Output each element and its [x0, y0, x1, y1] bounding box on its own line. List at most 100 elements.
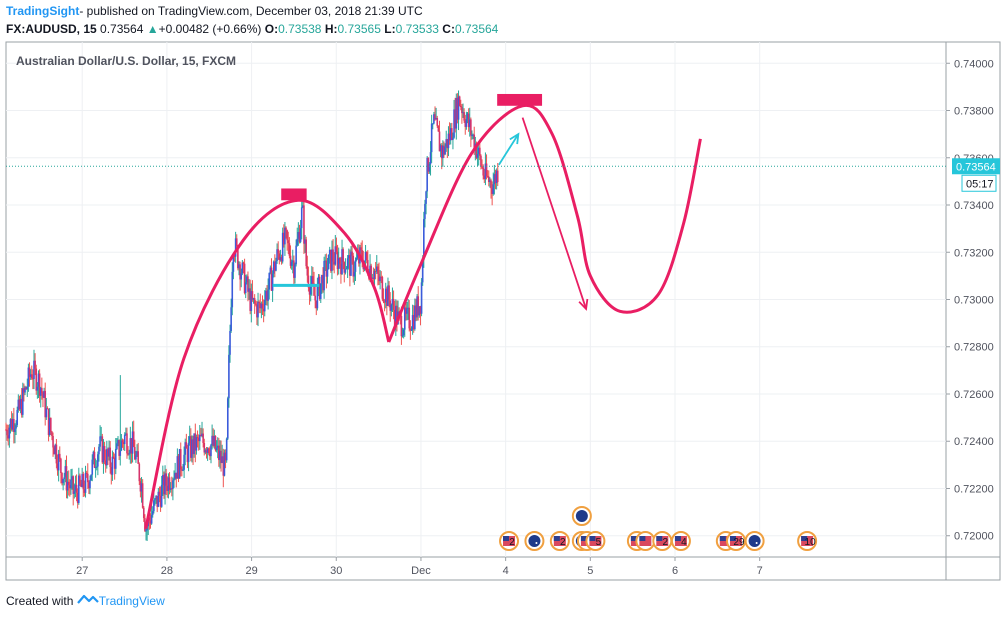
usa-flag-icon[interactable]: 4 — [670, 531, 691, 551]
candle-body — [458, 96, 461, 106]
candle-body — [221, 456, 223, 464]
candle-body — [316, 285, 319, 309]
candle-body — [102, 446, 105, 463]
candle-body — [29, 374, 32, 377]
event-count: 5 — [596, 537, 602, 548]
candle-body — [190, 436, 192, 458]
candle-body — [157, 491, 160, 507]
usa-flag-icon[interactable] — [635, 531, 656, 551]
candle-body — [187, 442, 190, 463]
candle-body — [383, 301, 386, 303]
candle-body — [262, 308, 265, 312]
aus-flag-icon[interactable] — [524, 531, 545, 551]
countdown-tag — [961, 174, 997, 192]
candle-body — [324, 260, 327, 262]
aus-flag-icon[interactable] — [571, 506, 592, 526]
tradingview-brand[interactable]: TradingView — [98, 594, 165, 608]
candle-body — [216, 445, 219, 448]
candle-body — [182, 469, 184, 471]
time-axis[interactable]: 27 28 29 30 Dec 4 5 6 7 — [76, 557, 763, 577]
candle-body — [352, 255, 355, 277]
candle-body — [453, 109, 455, 138]
candle-body — [183, 454, 185, 470]
last-price-text: 0.73564 — [100, 22, 144, 36]
candle-body — [99, 436, 101, 447]
candle-body — [475, 143, 478, 158]
candle-body — [390, 304, 393, 311]
candle-body — [443, 145, 445, 155]
candle-body — [307, 275, 310, 288]
candle-body — [403, 307, 406, 330]
candle-body — [138, 463, 141, 482]
open-label: O: — [264, 22, 279, 36]
author-link[interactable]: TradingSight — [6, 4, 80, 18]
candle-body — [314, 295, 316, 301]
candle-body — [84, 472, 87, 493]
candle-body — [365, 252, 368, 261]
candle-body — [240, 273, 243, 280]
candle-body — [181, 469, 183, 471]
candle-body — [237, 246, 239, 269]
candle-body — [43, 390, 45, 398]
candle-body — [57, 453, 60, 471]
candle-body — [409, 328, 412, 331]
candle-body — [7, 435, 10, 439]
usa-flag-icon[interactable]: 2 — [499, 531, 520, 551]
usa-flag-icon[interactable]: 10 — [797, 531, 818, 551]
candle-body — [153, 500, 155, 512]
candle-body — [405, 307, 407, 314]
candle-body — [375, 266, 378, 272]
arrow-up-shaft — [498, 133, 520, 166]
candle-body — [200, 434, 202, 437]
candle-body — [369, 265, 371, 279]
chart-title: Australian Dollar/U.S. Dollar, 15, FXCM — [16, 54, 236, 68]
candle-body — [444, 146, 446, 155]
candle-body — [494, 174, 497, 183]
candle-body — [19, 398, 22, 410]
chart-frame — [5, 41, 1001, 581]
price-axis[interactable]: 0.72000 0.72200 0.72400 0.72600 0.72800 0.730… — [946, 58, 1000, 543]
candle-body — [9, 419, 12, 428]
candle-body — [78, 475, 80, 503]
candle-body — [55, 444, 58, 464]
candle-body — [472, 134, 474, 136]
candle-body — [108, 447, 110, 457]
candle-body — [410, 329, 413, 331]
usa-flag-icon[interactable]: 2 — [549, 531, 570, 551]
candle-body — [418, 306, 421, 316]
candle-body — [191, 439, 193, 458]
candle-body — [127, 453, 129, 455]
arrow-down-head — [578, 298, 589, 311]
candle-body — [128, 453, 131, 455]
flag-star — [755, 542, 758, 544]
candle-body — [483, 175, 486, 180]
header-line-1: TradingSight- published on TradingView.c… — [6, 4, 423, 18]
candle-body — [416, 296, 418, 318]
candle-body — [439, 145, 442, 152]
footer: Created with TradingView — [6, 593, 165, 608]
candle-body — [11, 418, 14, 430]
candle-body — [486, 175, 489, 177]
candle-body — [377, 266, 379, 274]
candle-body — [406, 308, 408, 314]
candle-body — [122, 442, 125, 445]
usa-flag-icon[interactable]: 5 — [585, 531, 606, 551]
candle-body — [414, 305, 416, 330]
candle-body — [437, 125, 440, 132]
usa-flag-icon[interactable]: 2 — [652, 531, 673, 551]
y-tick-label: 0.72600 — [954, 389, 994, 401]
candle-body — [223, 452, 226, 476]
candle-body — [381, 277, 384, 299]
candle-body — [26, 386, 29, 390]
candle-body — [346, 258, 349, 269]
candle-body — [173, 478, 175, 481]
x-tick-label: Dec — [411, 565, 431, 577]
candle-body — [300, 207, 303, 229]
candle-body — [339, 258, 341, 264]
candle-body — [15, 425, 17, 429]
candle-body — [496, 170, 499, 182]
aus-flag-icon[interactable] — [744, 531, 765, 551]
candle-body — [58, 453, 61, 459]
usa-flag-icon[interactable]: 29 — [725, 531, 746, 551]
